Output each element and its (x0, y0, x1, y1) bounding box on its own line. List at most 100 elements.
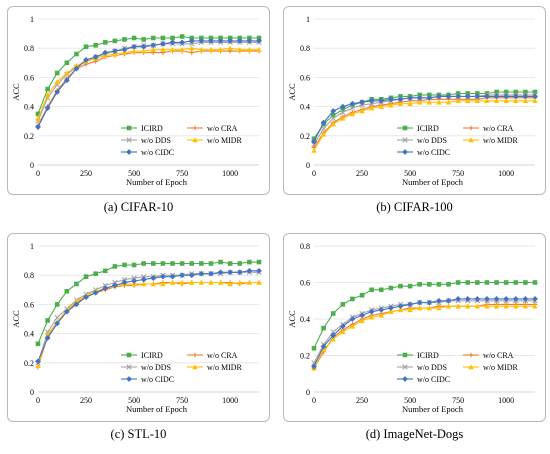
data-point (349, 105, 356, 111)
series-w-o-midr (311, 303, 538, 371)
legend-label: ICIRD (141, 124, 163, 133)
data-point (398, 283, 403, 289)
chart-caption: (a) CIFAR-10 (103, 200, 174, 214)
data-point (340, 109, 346, 116)
y-tick-label: 1 (30, 15, 34, 24)
data-point (73, 65, 80, 72)
data-point (247, 35, 252, 41)
data-point (63, 308, 70, 315)
data-point (73, 298, 80, 304)
data-point (465, 91, 471, 96)
series-line (313, 281, 535, 349)
data-point (512, 296, 519, 302)
data-point (427, 92, 432, 98)
data-point (493, 296, 500, 302)
data-point (484, 280, 490, 285)
x-tick-label: 1000 (222, 396, 238, 405)
x-tick-label: 1000 (222, 169, 238, 178)
y-tick-label: 0.8 (24, 44, 34, 53)
data-point (523, 89, 528, 95)
data-point (455, 296, 462, 302)
data-point (522, 303, 529, 309)
data-point (102, 49, 109, 56)
data-point (208, 35, 214, 41)
data-point (503, 303, 509, 309)
data-point (368, 308, 375, 315)
data-point (35, 115, 41, 121)
data-point (503, 93, 510, 100)
legend-label: w/o DDS (417, 363, 447, 372)
legend-label: ICIRD (417, 351, 439, 360)
data-point (320, 347, 327, 353)
data-point (512, 93, 519, 100)
x-tick-label: 250 (80, 396, 92, 405)
data-point (198, 38, 205, 44)
data-point (388, 285, 394, 291)
y-tick-label: 0.4 (24, 330, 34, 339)
data-point (474, 296, 481, 302)
legend-entry: w/o MIDR (187, 136, 243, 145)
data-point (330, 108, 337, 114)
data-point (160, 40, 166, 47)
data-point (44, 92, 51, 98)
data-point (141, 273, 147, 280)
data-point (73, 301, 80, 308)
data-point (35, 111, 41, 117)
data-point (150, 42, 157, 49)
data-point (465, 303, 471, 309)
legend-label: ICIRD (417, 124, 439, 133)
data-point (398, 94, 403, 99)
data-point (474, 93, 481, 100)
data-point (122, 37, 127, 42)
data-point (378, 287, 384, 293)
x-tick-label: 500 (404, 396, 416, 405)
data-point (208, 279, 214, 285)
data-point (102, 268, 108, 274)
data-point (140, 48, 147, 54)
data-point (131, 278, 137, 284)
data-point (189, 35, 195, 41)
legend-label: w/o MIDR (483, 363, 519, 372)
series-line (37, 271, 259, 363)
data-point (35, 358, 41, 365)
y-tick-label: 0.6 (24, 73, 34, 82)
legend-entry: w/o CRA (463, 124, 514, 133)
legend-entry: w/o DDS (397, 136, 447, 145)
data-point (359, 99, 365, 106)
data-point (436, 297, 442, 304)
data-point (63, 77, 70, 84)
data-point (169, 39, 176, 46)
data-point (416, 299, 423, 306)
data-point (217, 38, 224, 44)
legend-marker (192, 125, 198, 131)
data-point (217, 46, 224, 52)
series-w-o-cra (311, 302, 538, 371)
data-point (330, 115, 336, 121)
y-tick-label: 0.4 (300, 103, 310, 112)
data-point (151, 261, 156, 266)
data-point (169, 46, 176, 52)
data-point (464, 93, 471, 100)
data-point (198, 270, 205, 277)
data-point (169, 279, 176, 285)
y-tick-label: 0.2 (24, 359, 34, 368)
data-point (446, 282, 451, 287)
y-tick-label: 0 (306, 161, 310, 170)
data-point (102, 40, 108, 45)
data-point (131, 262, 137, 268)
data-point (522, 296, 529, 302)
data-point (64, 288, 70, 294)
x-tick-label: 500 (404, 169, 416, 178)
data-point (179, 34, 185, 39)
legend-entry: ICIRD (397, 351, 439, 360)
data-point (349, 316, 356, 322)
legend-marker (402, 364, 408, 370)
series-w-o-midr (35, 45, 262, 121)
legend-label: w/o CRA (207, 124, 238, 133)
data-point (513, 98, 519, 104)
data-point (93, 42, 98, 48)
data-point (407, 283, 413, 289)
series-w-o-cidc (35, 38, 262, 130)
data-point (320, 131, 327, 137)
x-tick-label: 750 (452, 169, 464, 178)
